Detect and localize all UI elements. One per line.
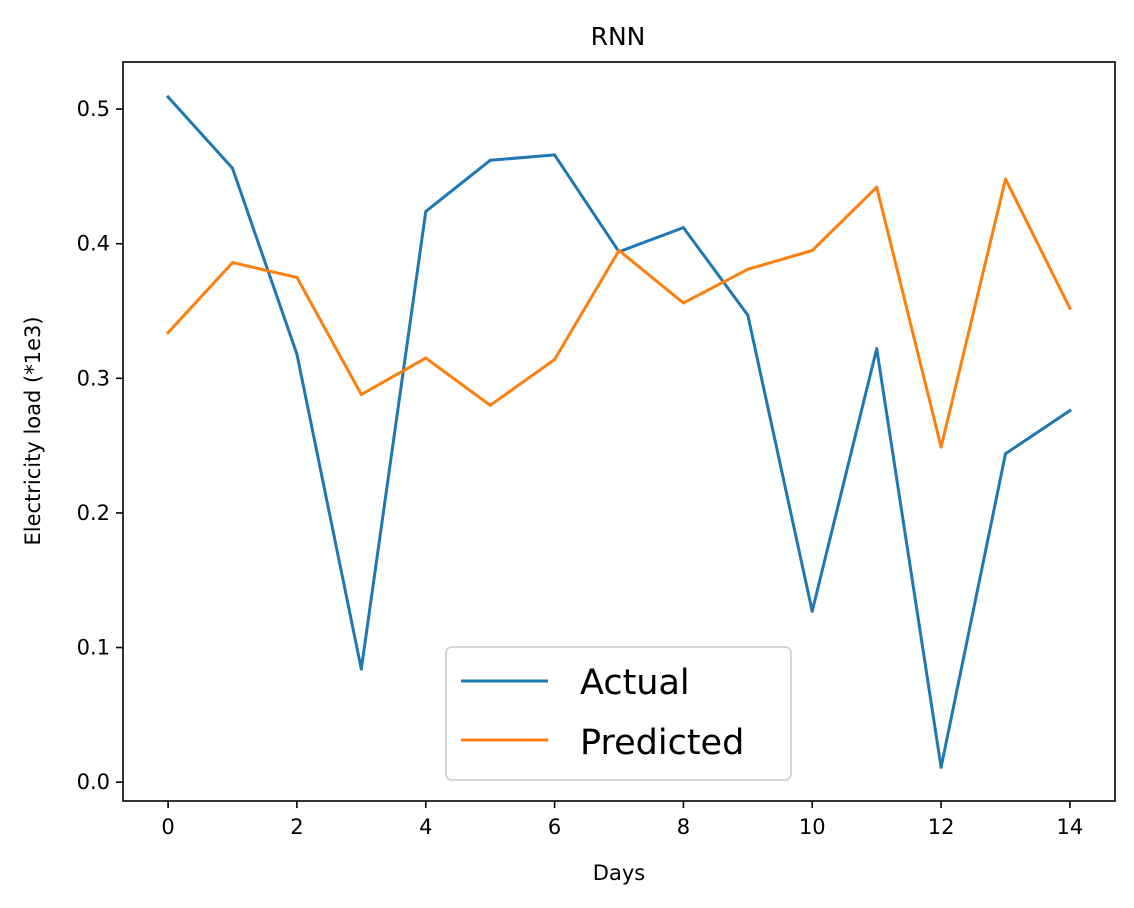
data-point-actual	[231, 166, 234, 170]
y-tick-label: 0.0	[77, 770, 110, 794]
data-point-actual	[424, 209, 428, 213]
y-tick-label: 0.4	[77, 232, 110, 256]
x-axis-title: Days	[593, 861, 645, 885]
data-point-predicted	[746, 267, 750, 271]
x-tick-label: 12	[928, 815, 955, 839]
x-tick-label: 2	[290, 815, 303, 839]
x-tick-label: 14	[1057, 815, 1084, 839]
data-point-predicted	[810, 249, 814, 252]
y-axis-title: Electricity load (*1e3)	[21, 316, 45, 545]
y-axis: 0.0 0.1 0.2 0.3 0.4 0.5	[77, 97, 123, 794]
x-axis: 0 2 4 6 8 10 12 14	[161, 801, 1083, 839]
data-point-predicted	[553, 358, 557, 361]
plot-frame	[122, 61, 1116, 802]
x-tick-label: 8	[677, 815, 690, 839]
x-tick-label: 4	[419, 815, 432, 839]
legend-label-predicted: Predicted	[580, 723, 744, 763]
data-point-predicted	[681, 301, 685, 305]
x-tick-label: 0	[161, 815, 174, 839]
plot-lines	[165, 94, 1072, 769]
data-point-actual	[875, 347, 879, 351]
x-tick-label: 10	[799, 815, 826, 839]
legend: Actual Predicted	[445, 646, 792, 781]
data-point-predicted	[359, 393, 363, 396]
data-point-predicted	[939, 445, 943, 449]
data-point-actual	[746, 313, 750, 317]
data-point-actual	[1004, 452, 1007, 456]
data-point-predicted	[488, 403, 492, 407]
y-tick-label: 0.5	[77, 97, 110, 121]
x-tick-label: 6	[548, 815, 561, 839]
data-point-predicted	[166, 331, 170, 335]
y-tick-label: 0.1	[77, 636, 110, 660]
data-point-actual	[166, 95, 170, 99]
data-point-actual	[681, 226, 685, 230]
data-point-actual	[939, 765, 943, 769]
data-point-predicted	[1068, 306, 1072, 310]
data-point-predicted	[875, 185, 879, 189]
data-point-actual	[810, 609, 814, 613]
chart-title: RNN	[591, 22, 646, 51]
data-point-predicted	[617, 249, 621, 252]
data-point-predicted	[1004, 177, 1007, 181]
y-tick-label: 0.3	[77, 366, 110, 390]
data-point-actual	[553, 153, 557, 157]
data-point-actual	[295, 352, 299, 356]
legend-label-actual: Actual	[580, 663, 690, 703]
data-point-actual	[359, 667, 363, 671]
data-point-predicted	[424, 356, 428, 360]
y-tick-label: 0.2	[77, 501, 110, 525]
data-point-actual	[1068, 409, 1072, 413]
data-point-predicted	[231, 261, 234, 265]
data-point-actual	[488, 158, 492, 162]
data-point-predicted	[295, 275, 299, 279]
